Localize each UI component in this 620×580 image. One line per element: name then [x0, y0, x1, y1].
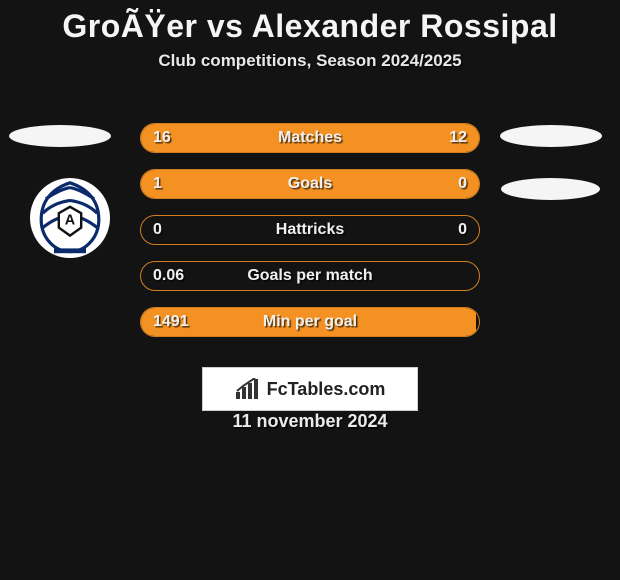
- stat-fill-left: [141, 170, 401, 198]
- stat-value-right: 0: [458, 221, 467, 239]
- stat-value-right: 12: [449, 129, 467, 147]
- player-slot-top-left: [9, 125, 111, 147]
- stat-row: 1491 Min per goal: [140, 307, 480, 337]
- stat-label: Min per goal: [263, 313, 357, 331]
- stat-value-left: 1: [153, 175, 162, 193]
- stat-label: Goals: [288, 175, 332, 193]
- club-crest-left: A: [30, 178, 110, 258]
- comparison-rows: 16 12 Matches 1 0 Goals 0 0 Hattricks 0.06 Goals p…: [140, 123, 480, 353]
- stat-row: 0 0 Hattricks: [140, 215, 480, 245]
- stat-value-left: 0: [153, 221, 162, 239]
- stat-row: 1 0 Goals: [140, 169, 480, 199]
- subtitle: Club competitions, Season 2024/2025: [0, 51, 620, 71]
- page-title: GroÃŸer vs Alexander Rossipal: [0, 0, 620, 45]
- stat-fill-right: [401, 170, 479, 198]
- brand-bars-icon: [235, 378, 261, 400]
- stat-label: Matches: [278, 129, 342, 147]
- date-label: 11 november 2024: [0, 411, 620, 432]
- stat-value-right: 0: [458, 175, 467, 193]
- svg-text:A: A: [65, 212, 76, 228]
- stat-row: 16 12 Matches: [140, 123, 480, 153]
- brand-label: FcTables.com: [267, 379, 386, 400]
- stat-value-left: 1491: [153, 313, 189, 331]
- stat-row: 0.06 Goals per match: [140, 261, 480, 291]
- stat-value-left: 16: [153, 129, 171, 147]
- stat-label: Hattricks: [276, 221, 344, 239]
- stat-value-left: 0.06: [153, 267, 184, 285]
- brand-box: FcTables.com: [202, 367, 418, 411]
- club-crest-icon: A: [30, 178, 110, 258]
- player-slot-mid-right: [501, 178, 600, 200]
- stat-label: Goals per match: [247, 267, 372, 285]
- player-slot-top-right: [500, 125, 602, 147]
